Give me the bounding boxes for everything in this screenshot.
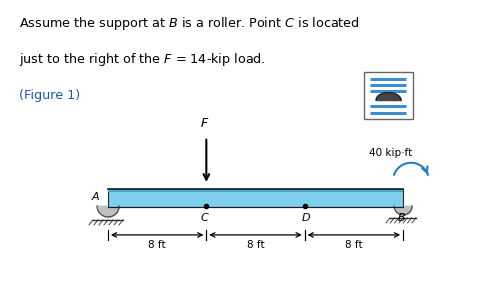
- Text: 8 ft: 8 ft: [345, 240, 363, 250]
- Text: 40 kip·ft: 40 kip·ft: [369, 148, 412, 158]
- Text: $\it{C}$: $\it{C}$: [201, 211, 210, 223]
- Text: $\it{A}$: $\it{A}$: [91, 190, 101, 202]
- Text: 8 ft: 8 ft: [247, 240, 264, 250]
- Text: 8 ft: 8 ft: [149, 240, 166, 250]
- Text: $\it{B}$: $\it{B}$: [396, 211, 406, 223]
- Bar: [108, 189, 403, 207]
- Text: Assume the support at $\it{B}$ is a roller. Point $\it{C}$ is located: Assume the support at $\it{B}$ is a roll…: [19, 15, 360, 32]
- Text: (Figure 1): (Figure 1): [19, 89, 81, 102]
- Bar: [108, 189, 403, 192]
- Bar: [364, 72, 413, 119]
- Text: just to the right of the $\it{F}$ = 14-kip load.: just to the right of the $\it{F}$ = 14-k…: [19, 51, 266, 68]
- Text: $\it{D}$: $\it{D}$: [300, 211, 311, 223]
- Text: $\mathbf{\it{F}}$: $\mathbf{\it{F}}$: [200, 117, 209, 130]
